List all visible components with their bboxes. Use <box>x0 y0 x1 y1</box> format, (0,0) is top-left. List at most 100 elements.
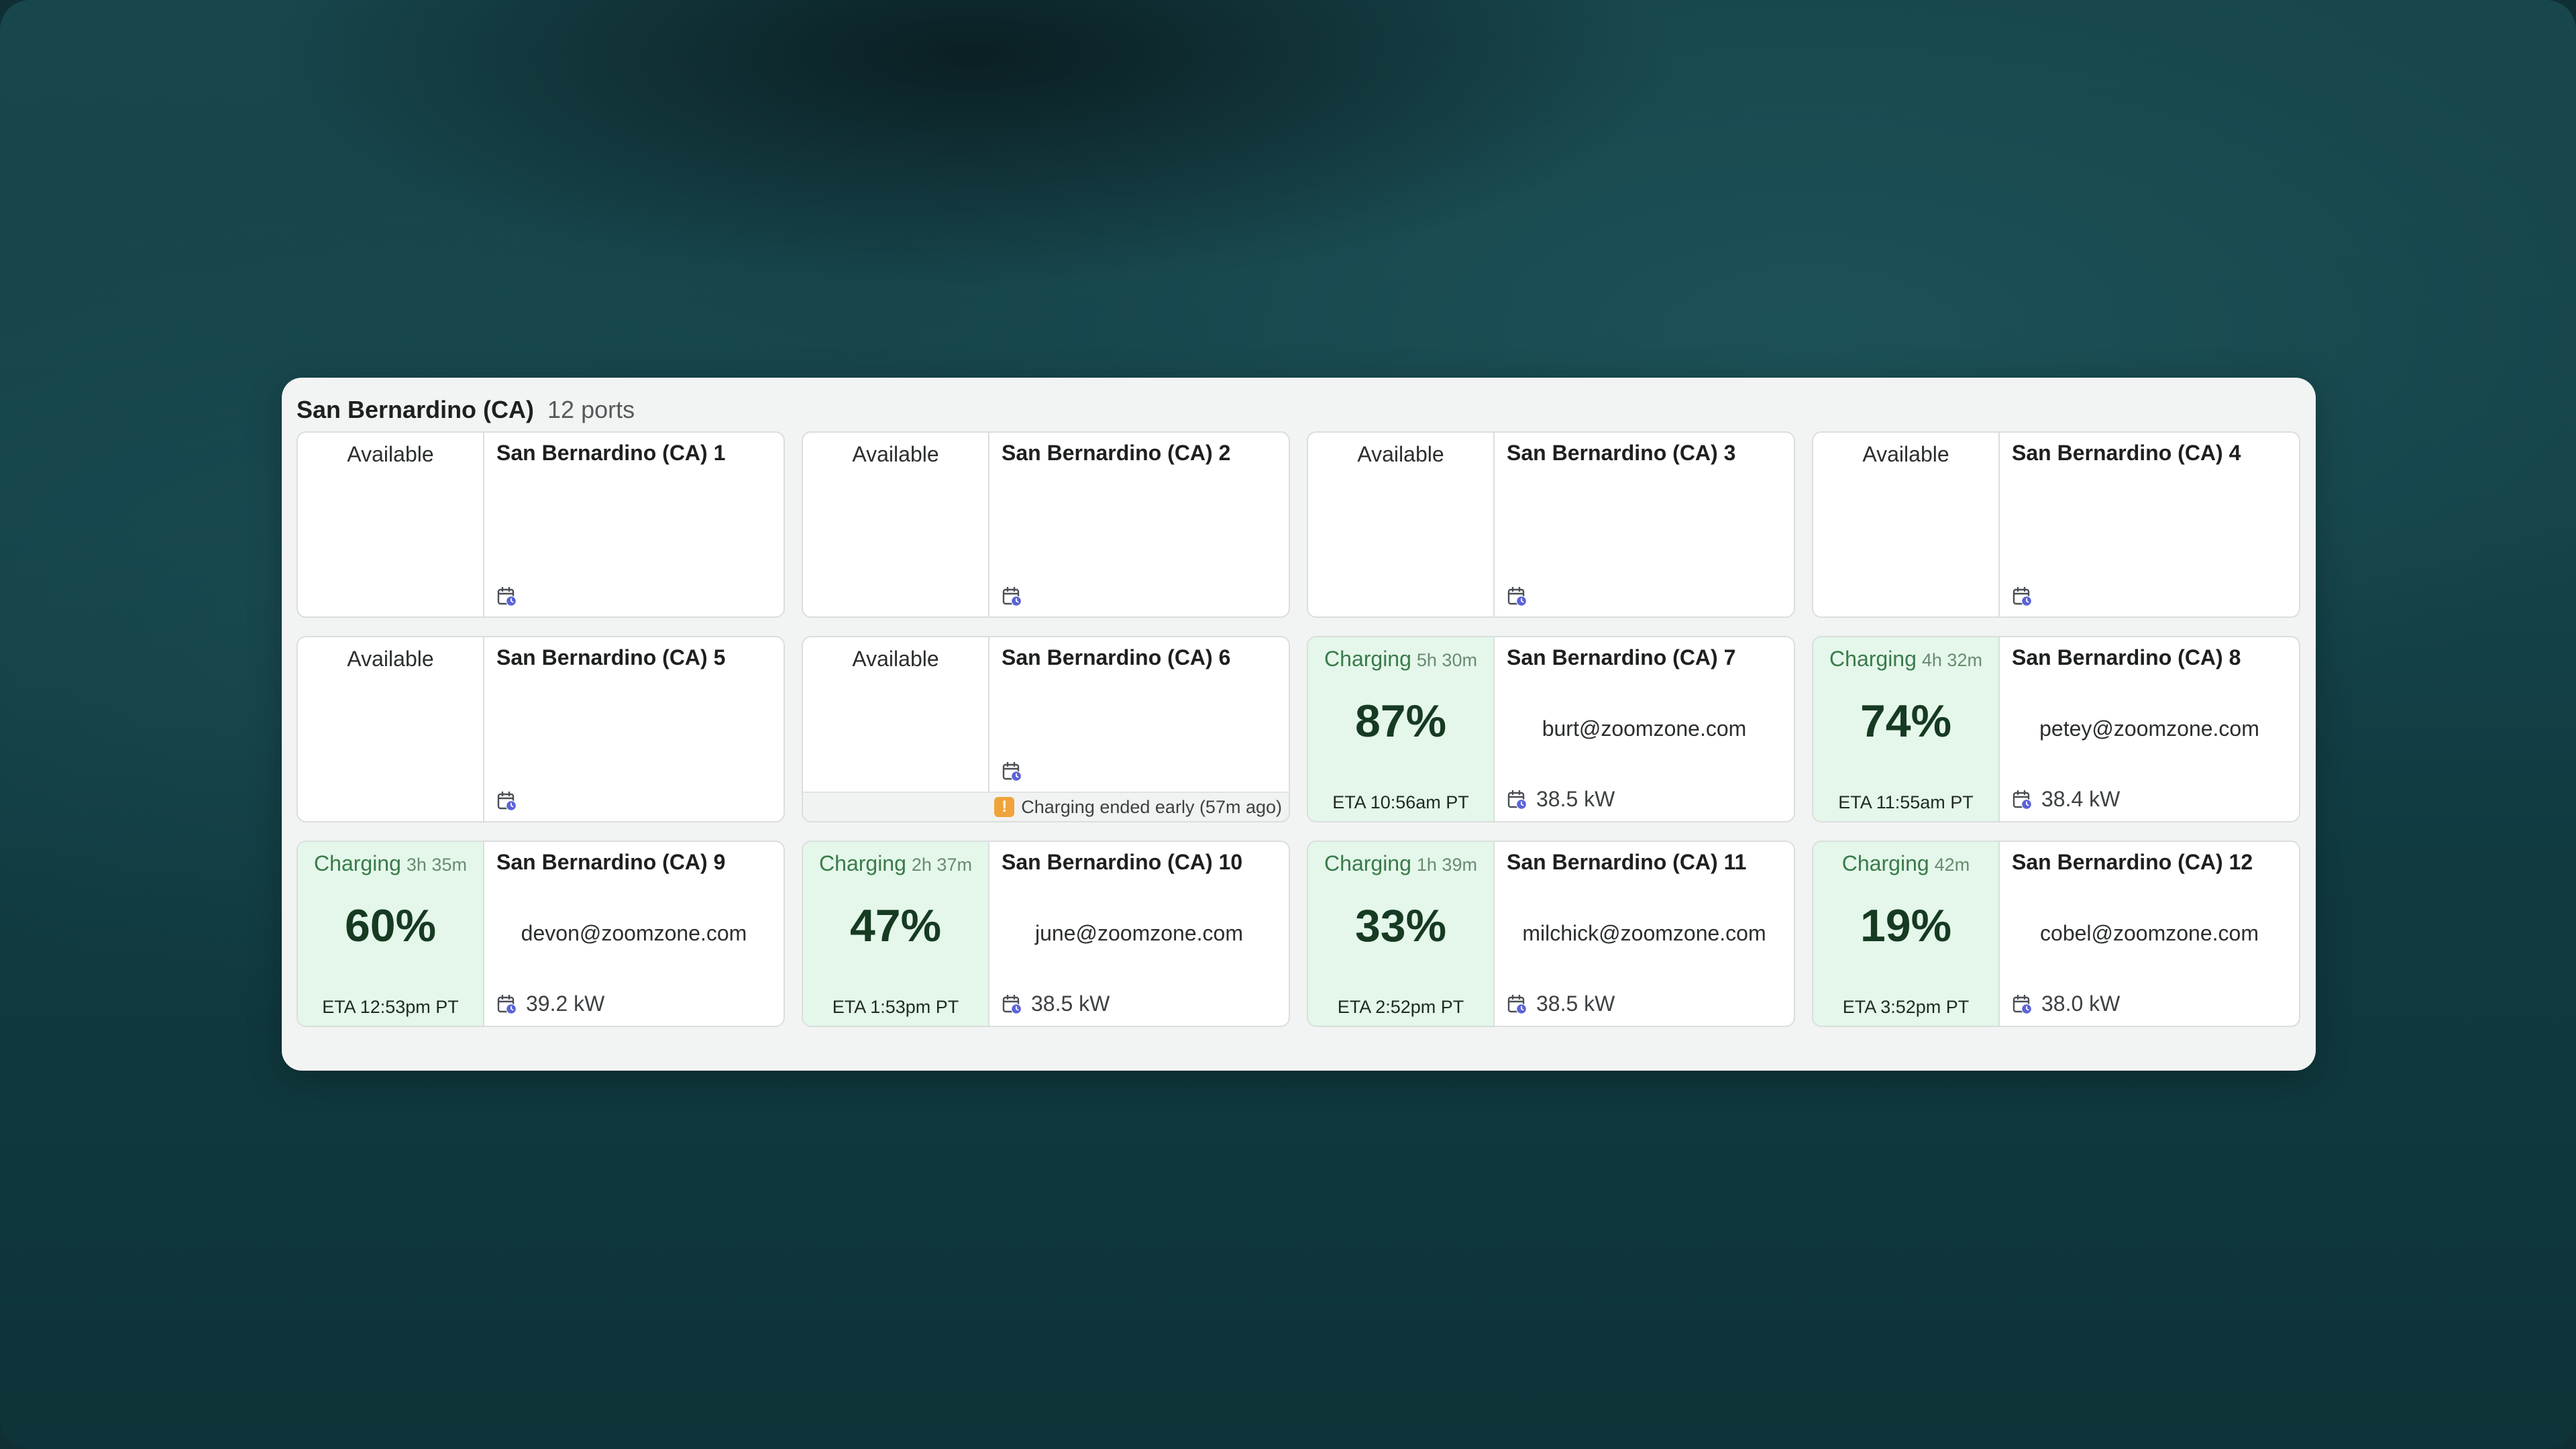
calendar-schedule-icon[interactable] <box>2012 586 2033 607</box>
port-card[interactable]: Charging 3h 35m 60% ETA 12:53pm PT San Berna… <box>297 841 785 1027</box>
status-label: Charging <box>1841 851 1929 875</box>
port-card[interactable]: Available San Bernardino (CA) 4 <box>1812 431 2300 618</box>
status-label: Available <box>347 647 434 671</box>
available-status: Available <box>1813 433 2000 616</box>
port-name[interactable]: San Bernardino (CA) 3 <box>1507 441 1736 465</box>
charge-percent: 60% <box>344 900 437 951</box>
charge-percent: 87% <box>1354 696 1447 747</box>
calendar-schedule-icon[interactable] <box>1002 994 1023 1015</box>
elapsed-time: 4h 32m <box>1921 650 1982 670</box>
power-reading: 38.5 kW <box>1536 991 1615 1016</box>
site-name: San Bernardino (CA) <box>297 396 535 423</box>
power-reading: 38.4 kW <box>2041 787 2121 811</box>
calendar-schedule-icon[interactable] <box>496 586 518 607</box>
port-info: San Bernardino (CA) 2 <box>989 433 1289 616</box>
user-email: milchick@zoomzone.com <box>1522 921 1766 945</box>
status-label: Charging <box>1829 647 1917 671</box>
calendar-schedule-icon[interactable] <box>496 790 518 812</box>
status-label: Charging <box>819 851 906 875</box>
power-reading: 39.2 kW <box>526 991 605 1016</box>
port-name[interactable]: San Bernardino (CA) 8 <box>2012 645 2241 669</box>
port-name[interactable]: San Bernardino (CA) 10 <box>1002 850 1243 874</box>
port-card[interactable]: Available San Bernardino (CA) 3 <box>1307 431 1795 618</box>
port-card[interactable]: Charging 1h 39m 33% ETA 2:52pm PT San Bernar… <box>1307 841 1795 1027</box>
status-label: Available <box>347 442 434 466</box>
calendar-schedule-icon[interactable] <box>1507 789 1528 810</box>
available-status: Available <box>803 637 989 792</box>
port-name[interactable]: San Bernardino (CA) 1 <box>496 441 726 465</box>
elapsed-time: 2h 37m <box>911 855 972 875</box>
charging-status: Charging 42m 19% ETA 3:52pm PT <box>1813 842 2000 1026</box>
port-info: San Bernardino (CA) 11 milchick@zoomzone.… <box>1495 842 1794 1026</box>
status-label: Available <box>852 647 939 671</box>
status-label: Available <box>852 442 939 466</box>
charging-status: Charging 5h 30m 87% ETA 10:56am PT <box>1308 637 1495 821</box>
port-info: San Bernardino (CA) 10 june@zoomzone.com 3… <box>989 842 1289 1026</box>
calendar-schedule-icon[interactable] <box>1507 586 1528 607</box>
port-name[interactable]: San Bernardino (CA) 12 <box>2012 850 2253 874</box>
charge-percent: 19% <box>1860 900 1952 951</box>
charging-status: Charging 3h 35m 60% ETA 12:53pm PT <box>298 842 484 1026</box>
power-reading: 38.5 kW <box>1536 787 1615 811</box>
port-card[interactable]: Charging 4h 32m 74% ETA 11:55am PT San Berna… <box>1812 636 2300 822</box>
elapsed-time: 1h 39m <box>1416 855 1477 875</box>
calendar-schedule-icon[interactable] <box>496 994 518 1015</box>
eta-label: ETA 11:55am PT <box>1838 792 1974 812</box>
port-info: San Bernardino (CA) 4 <box>2000 433 2299 616</box>
charge-percent: 74% <box>1860 696 1952 747</box>
status-label: Charging <box>1324 851 1411 875</box>
port-info: San Bernardino (CA) 7 burt@zoomzone.com 38… <box>1495 637 1794 821</box>
port-name[interactable]: San Bernardino (CA) 5 <box>496 645 726 669</box>
port-card[interactable]: Available San Bernardino (CA) 6 ! Charging … <box>802 636 1290 822</box>
available-status: Available <box>298 637 484 821</box>
user-email: june@zoomzone.com <box>1035 921 1243 945</box>
port-info: San Bernardino (CA) 12 cobel@zoomzone.com… <box>2000 842 2299 1026</box>
elapsed-time: 5h 30m <box>1416 650 1477 670</box>
port-name[interactable]: San Bernardino (CA) 9 <box>496 850 726 874</box>
status-label: Charging <box>314 851 401 875</box>
site-header: San Bernardino (CA) 12 ports <box>297 390 635 430</box>
charging-status: Charging 4h 32m 74% ETA 11:55am PT <box>1813 637 2000 821</box>
port-name[interactable]: San Bernardino (CA) 6 <box>1002 645 1231 669</box>
power-reading: 38.5 kW <box>1031 991 1110 1016</box>
site-panel: San Bernardino (CA) 12 ports Available Sa… <box>282 378 2316 1071</box>
port-card[interactable]: Charging 2h 37m 47% ETA 1:53pm PT San Bernar… <box>802 841 1290 1027</box>
exclamation-icon: ! <box>994 797 1015 817</box>
port-card[interactable]: Available San Bernardino (CA) 5 <box>297 636 785 822</box>
calendar-schedule-icon[interactable] <box>1002 761 1023 782</box>
port-card[interactable]: Charging 42m 19% ETA 3:52pm PT San Bernardin… <box>1812 841 2300 1027</box>
calendar-schedule-icon[interactable] <box>1002 586 1023 607</box>
port-card[interactable]: Available San Bernardino (CA) 1 <box>297 431 785 618</box>
eta-label: ETA 10:56am PT <box>1332 792 1469 812</box>
port-info: San Bernardino (CA) 3 <box>1495 433 1794 616</box>
eta-label: ETA 3:52pm PT <box>1842 997 1970 1017</box>
charge-percent: 33% <box>1354 900 1447 951</box>
calendar-schedule-icon[interactable] <box>2012 789 2033 810</box>
port-info: San Bernardino (CA) 9 devon@zoomzone.com 3… <box>484 842 784 1026</box>
port-info: San Bernardino (CA) 8 petey@zoomzone.com 3… <box>2000 637 2299 821</box>
user-email: burt@zoomzone.com <box>1542 716 1747 741</box>
user-email: cobel@zoomzone.com <box>2040 921 2259 945</box>
calendar-schedule-icon[interactable] <box>2012 994 2033 1015</box>
port-name[interactable]: San Bernardino (CA) 4 <box>2012 441 2241 465</box>
port-grid: Available San Bernardino (CA) 1 Available S… <box>297 431 2300 1027</box>
port-info: San Bernardino (CA) 1 <box>484 433 784 616</box>
eta-label: ETA 12:53pm PT <box>322 997 459 1017</box>
eta-label: ETA 2:52pm PT <box>1337 997 1464 1017</box>
status-label: Charging <box>1324 647 1411 671</box>
charging-status: Charging 2h 37m 47% ETA 1:53pm PT <box>803 842 989 1026</box>
port-name[interactable]: San Bernardino (CA) 2 <box>1002 441 1231 465</box>
charging-status: Charging 1h 39m 33% ETA 2:52pm PT <box>1308 842 1495 1026</box>
status-label: Available <box>1862 442 1949 466</box>
calendar-schedule-icon[interactable] <box>1507 994 1528 1015</box>
charge-percent: 47% <box>849 900 942 951</box>
available-status: Available <box>803 433 989 616</box>
port-card[interactable]: Available San Bernardino (CA) 2 <box>802 431 1290 618</box>
user-email: petey@zoomzone.com <box>2039 716 2259 741</box>
available-status: Available <box>298 433 484 616</box>
port-name[interactable]: San Bernardino (CA) 7 <box>1507 645 1736 669</box>
port-name[interactable]: San Bernardino (CA) 11 <box>1507 850 1747 874</box>
eta-label: ETA 1:53pm PT <box>832 997 959 1017</box>
warning-bar: ! Charging ended early (57m ago) <box>803 792 1289 821</box>
port-card[interactable]: Charging 5h 30m 87% ETA 10:56am PT San Berna… <box>1307 636 1795 822</box>
